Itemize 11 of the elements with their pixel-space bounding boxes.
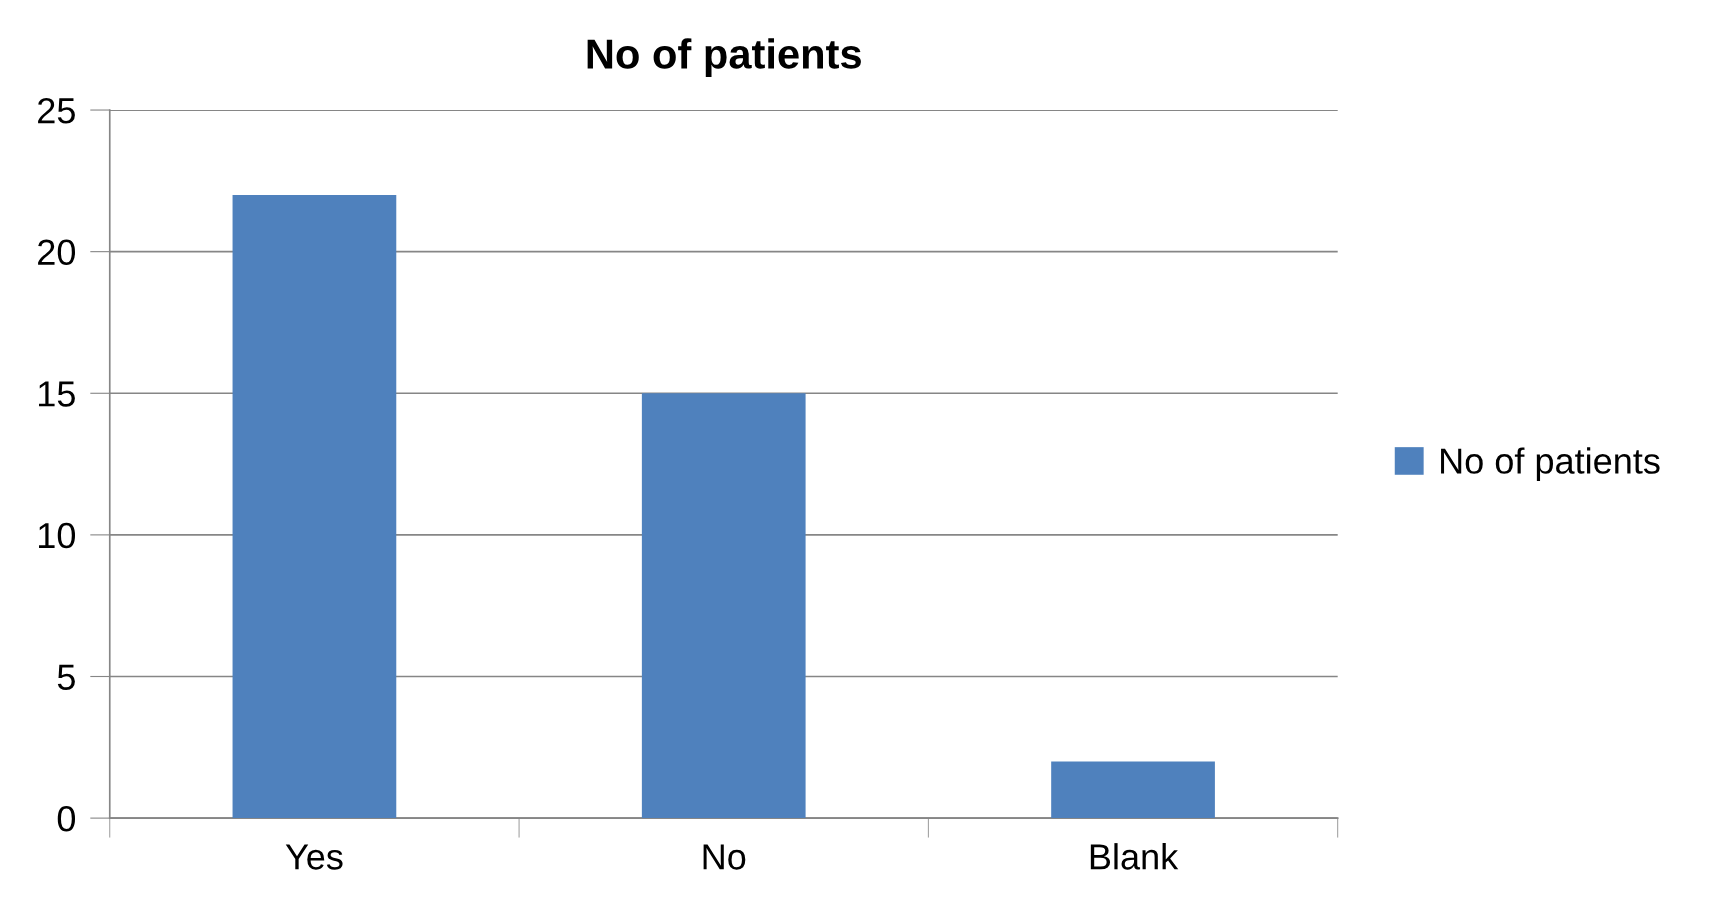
y-tick-label: 15 (39, 381, 75, 407)
y-tick-label: 5 (57, 664, 75, 690)
legend-label: No of patients (1441, 447, 1660, 482)
y-tick-label: 0 (57, 805, 76, 832)
x-tick-label: Blank (1090, 843, 1179, 870)
chart-title: No of patients (587, 38, 861, 78)
y-tick-label: 25 (38, 97, 75, 124)
y-tick-label: 10 (39, 522, 76, 549)
x-tick-label: Yes (285, 844, 343, 870)
y-tick-label: 20 (38, 239, 76, 266)
x-tick-label: No (703, 844, 746, 870)
